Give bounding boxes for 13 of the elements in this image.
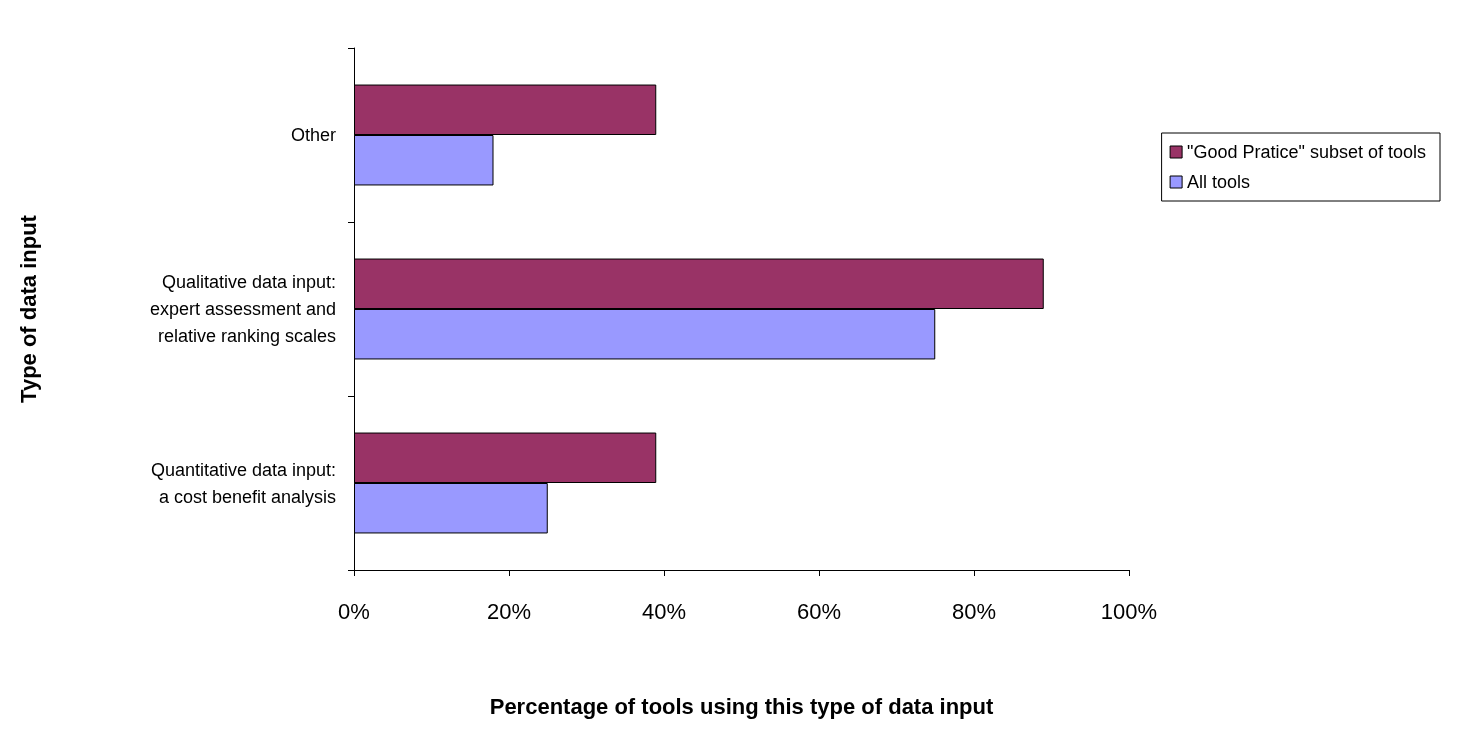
legend-label: All tools: [1187, 172, 1251, 192]
y-tick-label: Qualitative data input: expert assessment and relative ranking scales: [149, 272, 336, 346]
x-tick-label: 80%: [951, 598, 997, 624]
x-axis-title: Percentage of tools using this type of data input: [489, 693, 994, 719]
x-tick-label: 100%: [1100, 598, 1158, 624]
y-tick-label: Quantitative data input: a cost benefit analysis: [150, 459, 336, 507]
x-tick-label: 40%: [641, 598, 687, 624]
y-tick-label: Other: [290, 125, 336, 145]
y-axis-title: Type of data input: [15, 214, 41, 403]
x-tick-label: 20%: [486, 598, 532, 624]
x-tick-label: 60%: [796, 598, 842, 624]
legend-label: "Good Pratice" subset of tools: [1187, 142, 1426, 162]
x-tick-label: 0%: [338, 598, 370, 624]
